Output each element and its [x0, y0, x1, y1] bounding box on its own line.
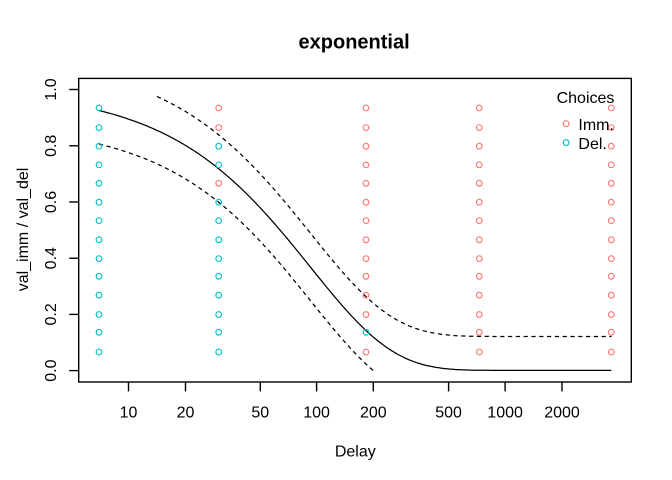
svg-text:0.0: 0.0: [43, 359, 60, 381]
svg-text:Del.: Del.: [578, 136, 606, 153]
svg-text:20: 20: [177, 404, 195, 421]
svg-text:val_imm / val_del: val_imm / val_del: [15, 168, 32, 292]
svg-text:0.2: 0.2: [43, 303, 60, 325]
svg-text:exponential: exponential: [299, 31, 410, 53]
svg-text:2000: 2000: [544, 404, 580, 421]
svg-text:0.8: 0.8: [43, 135, 60, 157]
svg-text:Imm.: Imm.: [578, 117, 614, 134]
svg-text:0.6: 0.6: [43, 191, 60, 213]
svg-text:Choices: Choices: [557, 90, 615, 107]
svg-text:10: 10: [120, 404, 138, 421]
svg-text:500: 500: [435, 404, 462, 421]
svg-text:1.0: 1.0: [43, 78, 60, 100]
svg-text:0.4: 0.4: [43, 247, 60, 269]
svg-text:50: 50: [251, 404, 269, 421]
svg-text:1000: 1000: [487, 404, 523, 421]
svg-text:100: 100: [303, 404, 330, 421]
svg-text:Delay: Delay: [335, 444, 376, 461]
svg-text:200: 200: [360, 404, 387, 421]
